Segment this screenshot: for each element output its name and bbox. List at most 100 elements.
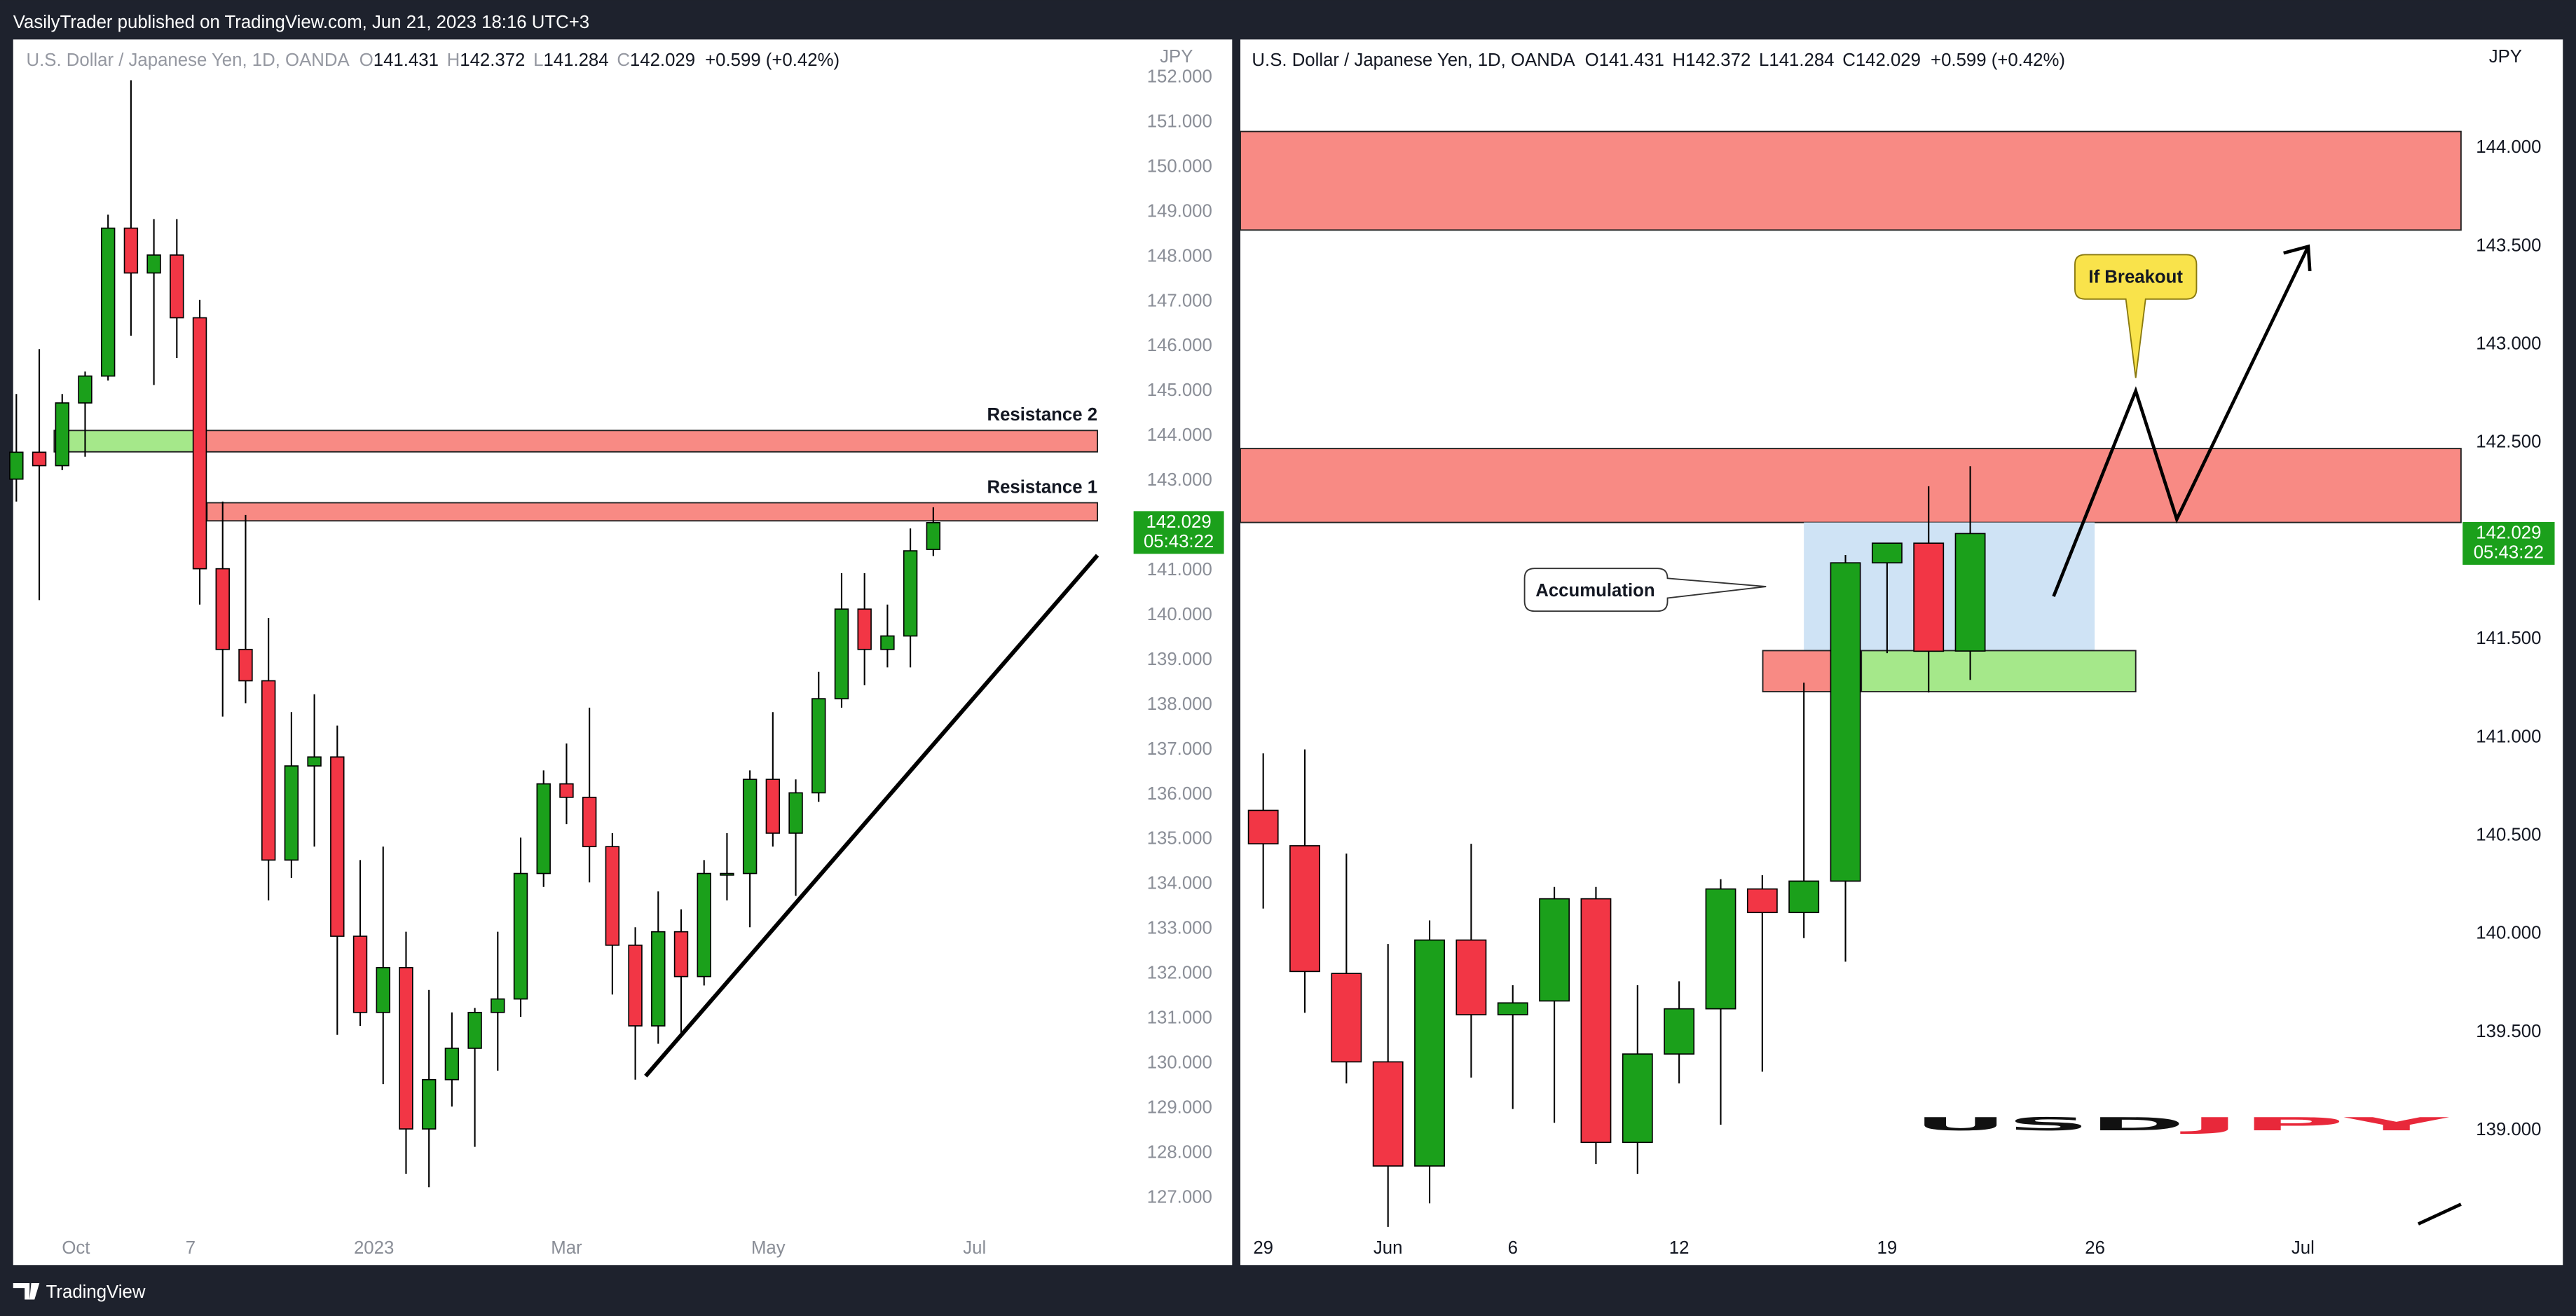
ohlc-key: O	[1585, 50, 1599, 70]
ohlc-key: L	[533, 50, 543, 70]
candle-body	[1830, 562, 1861, 882]
y-tick-label: 144.000	[1147, 425, 1212, 445]
candle-body	[926, 522, 941, 550]
candle-body	[742, 779, 758, 875]
y-tick-label: 147.000	[1147, 291, 1212, 310]
ohlc-value: 142.029	[630, 50, 695, 70]
y-tick-label: 141.500	[2476, 629, 2541, 648]
candle-body	[1247, 809, 1279, 844]
candle-body	[215, 568, 230, 650]
x-tick-label: 26	[2085, 1238, 2105, 1258]
annotation: Resistance 2	[987, 405, 1097, 425]
y-tick-label: 148.000	[1147, 246, 1212, 266]
candle-body	[1705, 888, 1736, 1010]
y-tick-label: 140.500	[2476, 825, 2541, 844]
callout	[1523, 568, 1767, 612]
y-tick-label: 134.000	[1147, 874, 1212, 893]
price-label: 142.029	[2476, 523, 2541, 542]
candle-body	[1622, 1053, 1653, 1144]
ohlc-key: L	[1759, 50, 1769, 70]
chart-legend: U.S. Dollar / Japanese Yen, 1D, OANDA O14…	[27, 50, 840, 70]
candle-body	[55, 402, 69, 467]
candle-body	[1497, 1002, 1528, 1015]
y-tick-label: 144.000	[2476, 137, 2541, 157]
change: +0.599 (+0.42%)	[705, 50, 840, 70]
candle-body	[192, 317, 207, 570]
candle-body	[32, 451, 47, 467]
y-tick-label: 139.000	[1147, 650, 1212, 669]
resistance-zone	[1240, 130, 2462, 231]
y-tick-label: 149.000	[1147, 201, 1212, 221]
candle-body	[697, 872, 711, 978]
candle-body	[651, 931, 666, 1027]
y-tick-label: 132.000	[1147, 964, 1212, 983]
candle-body	[903, 550, 918, 637]
x-tick-label: 6	[1508, 1238, 1518, 1258]
candle-body	[399, 967, 413, 1130]
candle-body	[100, 227, 116, 377]
countdown: 05:43:22	[1144, 532, 1214, 551]
drawing-line	[2417, 1202, 2462, 1226]
ohlc-key: C	[1842, 50, 1856, 70]
y-tick-label: 133.000	[1147, 919, 1212, 938]
axis-unit: JPY	[1160, 47, 1193, 67]
price-marker	[2462, 521, 2555, 565]
left-panel	[13, 39, 1233, 1266]
y-tick-label: 143.500	[2476, 235, 2541, 255]
candle-body	[491, 998, 505, 1013]
x-tick-label: Oct	[62, 1238, 90, 1258]
y-tick-label: 145.000	[1147, 381, 1212, 400]
y-tick-label: 142.500	[2476, 432, 2541, 452]
candle-body	[146, 254, 161, 274]
x-tick-label: May	[751, 1238, 786, 1258]
logo	[13, 1283, 40, 1300]
trend-line	[644, 554, 1099, 1078]
candle-body	[330, 756, 345, 937]
candle-body	[880, 635, 895, 650]
y-tick-label: 128.000	[1147, 1142, 1212, 1162]
candle-body	[170, 254, 184, 319]
candle-body	[1372, 1061, 1404, 1167]
y-tick-label: 140.000	[2476, 924, 2541, 943]
candle-body	[857, 608, 872, 650]
candle-body	[1913, 542, 1945, 652]
ohlc-key: O	[359, 50, 374, 70]
footer-brand: TradingView	[46, 1282, 146, 1302]
y-tick-label: 131.000	[1147, 1008, 1212, 1028]
candle-body	[78, 375, 93, 404]
candle-body	[352, 935, 368, 1013]
candle-body	[628, 945, 643, 1027]
candle-body	[123, 227, 139, 274]
ohlc-value: 141.431	[374, 50, 439, 70]
symbol-title: U.S. Dollar / Japanese Yen, 1D, OANDA	[1252, 50, 1575, 70]
candle-body	[559, 783, 574, 798]
candle-body	[444, 1048, 460, 1081]
annotation: If Breakout	[2088, 267, 2183, 287]
axis-unit: JPY	[2489, 47, 2522, 67]
header: VasilyTrader published on TradingView.co…	[13, 13, 589, 32]
support-zone	[1861, 650, 2137, 692]
candle-body	[720, 872, 734, 876]
ohlc-value: 142.372	[1685, 50, 1751, 70]
ohlc-value: 142.029	[1856, 50, 1921, 70]
x-tick-label: 29	[1253, 1238, 1273, 1258]
y-tick-label: 139.000	[2476, 1120, 2541, 1139]
resistance-zone	[1240, 448, 2462, 523]
candle-body	[421, 1078, 437, 1130]
y-tick-label: 143.000	[2476, 334, 2541, 354]
ohlc-value: 142.372	[460, 50, 525, 70]
annotation: Resistance 1	[987, 477, 1097, 497]
x-tick-label: 12	[1669, 1238, 1690, 1258]
change: +0.599 (+0.42%)	[1931, 50, 2065, 70]
candle-body	[605, 846, 620, 946]
y-tick-label: 151.000	[1147, 111, 1212, 131]
ohlc-key: H	[447, 50, 460, 70]
x-tick-label: 2023	[354, 1238, 394, 1258]
annotation: Accumulation	[1535, 581, 1654, 601]
x-tick-label: Mar	[551, 1238, 582, 1258]
price-marker	[1133, 511, 1224, 554]
countdown: 05:43:22	[2474, 543, 2544, 563]
y-tick-label: 135.000	[1147, 829, 1212, 849]
arrow-head	[2283, 244, 2312, 272]
